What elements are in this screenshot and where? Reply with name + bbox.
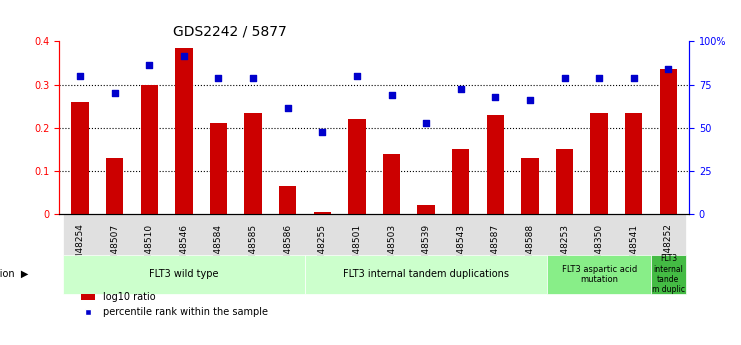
Bar [141, 85, 158, 214]
Point [316, 129, 328, 135]
Bar [521, 158, 539, 214]
Text: genotype/variation  ▶: genotype/variation ▶ [0, 269, 28, 279]
FancyBboxPatch shape [651, 255, 685, 294]
Point [213, 75, 225, 81]
Point [74, 73, 86, 79]
Bar [659, 69, 677, 214]
Bar [625, 112, 642, 214]
Bar [175, 48, 193, 214]
Point [594, 75, 605, 81]
Bar [313, 212, 331, 214]
Point [455, 86, 467, 91]
Bar [210, 123, 227, 214]
Bar [383, 154, 400, 214]
Bar [348, 119, 365, 214]
Point [559, 75, 571, 81]
Text: FLT3 internal tandem duplications: FLT3 internal tandem duplications [343, 269, 509, 279]
FancyBboxPatch shape [548, 255, 651, 294]
Point [662, 67, 674, 72]
Text: FLT3 aspartic acid
mutation: FLT3 aspartic acid mutation [562, 265, 637, 284]
Point [489, 95, 501, 100]
Bar [71, 102, 89, 214]
Point [385, 92, 397, 98]
Point [628, 75, 639, 81]
Point [351, 73, 363, 79]
Bar [452, 149, 469, 214]
Bar [106, 158, 123, 214]
FancyBboxPatch shape [305, 255, 548, 294]
Text: FLT3 wild type: FLT3 wild type [149, 269, 219, 279]
Bar [279, 186, 296, 214]
Bar [245, 112, 262, 214]
FancyBboxPatch shape [63, 255, 305, 294]
Point [247, 75, 259, 81]
Point [109, 90, 121, 96]
Bar [591, 112, 608, 214]
Bar [556, 149, 574, 214]
Point [420, 120, 432, 126]
Point [143, 62, 155, 68]
Bar [487, 115, 504, 214]
Bar [417, 205, 435, 214]
Text: FLT3
internal
tande
m duplic: FLT3 internal tande m duplic [652, 254, 685, 294]
FancyBboxPatch shape [63, 214, 685, 259]
Text: GDS2242 / 5877: GDS2242 / 5877 [173, 25, 287, 39]
Legend: log10 ratio, percentile rank within the sample: log10 ratio, percentile rank within the … [77, 288, 272, 321]
Point [282, 106, 293, 111]
Point [178, 54, 190, 59]
Point [524, 97, 536, 102]
